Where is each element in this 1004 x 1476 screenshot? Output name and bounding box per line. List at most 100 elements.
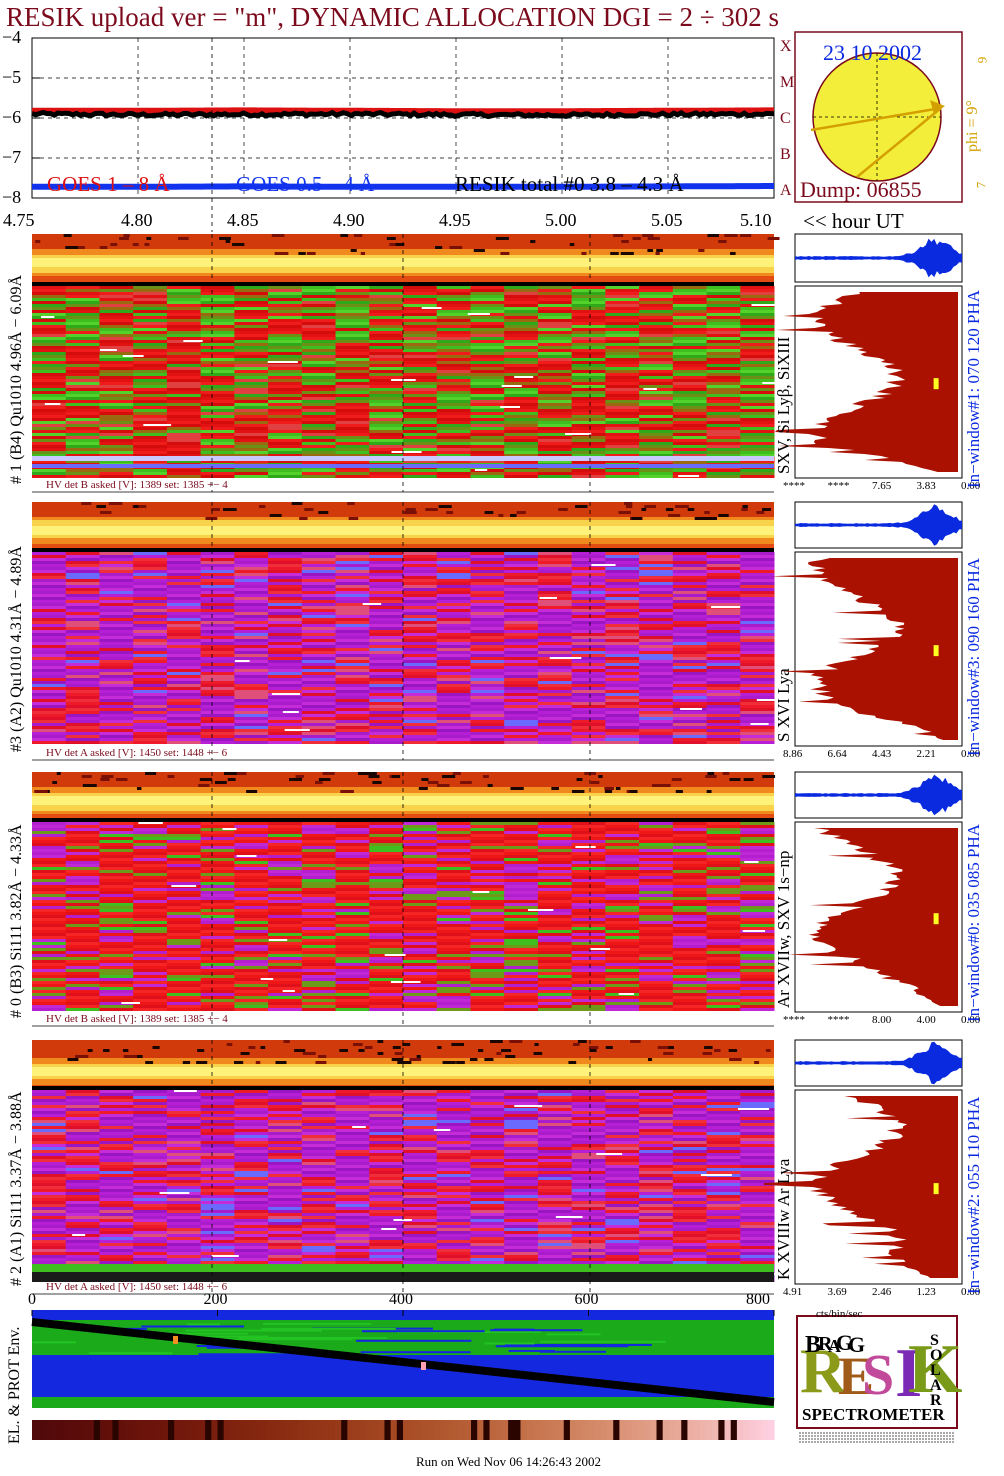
spectrum-cell	[166, 951, 202, 954]
spectrum-cell	[268, 957, 303, 960]
spectrum-cell	[403, 1102, 438, 1105]
spectrum-cell	[335, 370, 370, 373]
spectrum-cell	[740, 969, 775, 972]
top-heat-speck	[235, 772, 247, 775]
spectrum-cell	[99, 286, 134, 289]
spectrum-cell	[504, 696, 539, 699]
spectrum-cell	[301, 343, 337, 346]
spectrum-cell	[335, 418, 370, 421]
spectrum-cell	[133, 969, 168, 972]
spectrum-cell	[740, 594, 775, 597]
spectrum-cell	[301, 325, 337, 328]
spectrum-bright-pixel	[514, 376, 534, 378]
spectrum-cell	[605, 343, 640, 346]
spectrum-cell	[301, 1005, 337, 1008]
spectrum-cell	[369, 834, 404, 837]
spectrum-cell	[470, 460, 505, 463]
spectrum-cell	[99, 909, 134, 912]
spectrum-cell	[740, 316, 775, 319]
spectrum-cell	[470, 708, 505, 711]
spectrum-cell	[537, 621, 573, 624]
spectrum-cell	[470, 735, 505, 738]
spectrum-cell	[403, 1135, 438, 1138]
spectrum-cell	[234, 343, 269, 346]
spectrum-cell	[99, 846, 134, 849]
top-heat-speck	[227, 778, 236, 781]
spectrum-cell	[166, 834, 202, 837]
spectrum-cell	[605, 726, 640, 729]
top-heat-row	[32, 514, 774, 517]
spectrum-cell	[166, 705, 202, 708]
spectrum-cell	[740, 843, 775, 846]
spectrum-cell	[504, 972, 539, 975]
spectrum-cell	[436, 855, 471, 858]
spectrum-cell	[537, 927, 573, 930]
spectrum-cell	[740, 436, 775, 439]
top-heat-speck	[451, 1043, 465, 1046]
spectrum-cell	[740, 621, 775, 624]
spectrum-cell	[369, 1096, 404, 1099]
spectrum-cell	[369, 430, 404, 433]
spectrum-cell	[234, 936, 269, 939]
spectrum-cell	[537, 313, 573, 316]
spectrum-cell	[32, 846, 67, 849]
spectrum-cell	[234, 391, 269, 394]
spectrum-cell	[301, 367, 337, 370]
spectrum-cell	[706, 400, 741, 403]
spectrum-cell	[369, 717, 404, 720]
spectrum-cell	[335, 897, 370, 900]
spectrum-cell	[234, 430, 269, 433]
spectrum-cell	[99, 460, 134, 463]
spectrum-cell	[672, 834, 708, 837]
top-heat-speck	[533, 1052, 543, 1055]
spectrum-bright-pixel	[267, 361, 298, 363]
spectrum-cell	[672, 852, 708, 855]
spectrum-cell	[200, 439, 235, 442]
spectrum-cell	[504, 957, 539, 960]
spectrum-cell	[369, 642, 404, 645]
spectrum-cell	[268, 972, 303, 975]
spectrum-cell	[537, 966, 573, 969]
spectrum-cell	[436, 603, 471, 606]
top-heat-speck	[294, 1049, 306, 1052]
spectrum-cell	[639, 433, 674, 436]
spectrum-cell	[403, 936, 438, 939]
spectrum-cell	[133, 675, 168, 678]
spectrum-cell	[470, 379, 505, 382]
spectrum-cell	[605, 963, 640, 966]
spectrum-cell	[65, 627, 100, 630]
spectrum-cell	[234, 660, 269, 663]
spectrum-cell	[403, 370, 438, 373]
spectrum-cell	[166, 825, 202, 828]
spectrum-cell	[639, 909, 674, 912]
spectrum-bright-pixel	[362, 603, 382, 605]
spectrum-cell	[436, 349, 471, 352]
spectrum-cell	[537, 286, 573, 289]
spectrum-cell	[470, 594, 505, 597]
spectrum-cell	[133, 852, 168, 855]
spectrum-cell	[706, 295, 741, 298]
spectrum-cell	[537, 711, 573, 714]
spectrum-cell	[504, 609, 539, 612]
spectrum-cell	[706, 618, 741, 621]
spectrum-cell	[740, 469, 775, 472]
spectrum-cell	[403, 651, 438, 654]
spectrum-cell	[639, 645, 674, 648]
spectrum-cell	[605, 831, 640, 834]
spectrum-cell	[301, 373, 337, 376]
top-heat-speck	[133, 505, 139, 508]
spectrum-cell	[166, 837, 202, 840]
spectrum-cell	[234, 603, 269, 606]
spectrum-cell	[200, 939, 235, 942]
spectrum-cell	[99, 945, 134, 948]
spectrum-cell	[470, 427, 505, 430]
spectrum-cell	[369, 840, 404, 843]
spectrum-cell	[571, 870, 606, 873]
spectrum-cell	[639, 591, 674, 594]
spectrum-cell	[436, 726, 471, 729]
spectrum-cell	[335, 442, 370, 445]
spectrum-cell	[504, 846, 539, 849]
spectrum-cell	[133, 439, 168, 442]
spectrum-cell	[504, 1090, 539, 1093]
spectrum-cell	[403, 903, 438, 906]
